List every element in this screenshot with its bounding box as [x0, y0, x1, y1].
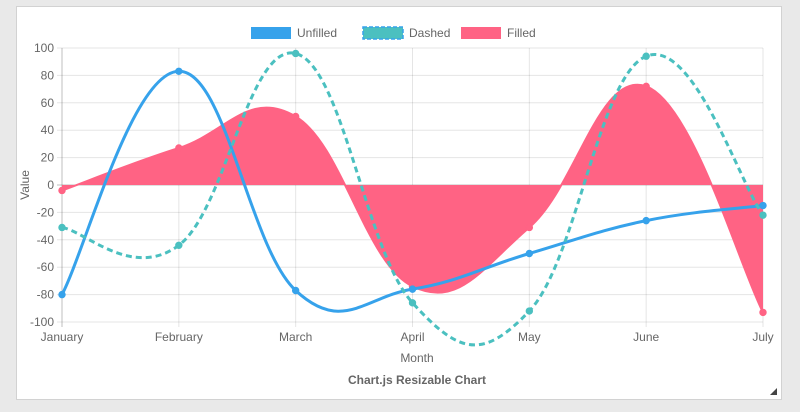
resize-handle[interactable] [770, 388, 777, 395]
series-area-filled [62, 84, 763, 313]
y-tick-label: 20 [41, 151, 55, 165]
legend-swatch [251, 27, 291, 39]
y-tick-label: -80 [37, 288, 55, 302]
data-point-filled[interactable] [642, 82, 650, 91]
legend-item-unfilled[interactable]: Unfilled [251, 26, 337, 40]
data-point-unfilled[interactable] [408, 285, 417, 293]
data-point-filled[interactable] [58, 186, 66, 195]
series-filled [58, 82, 767, 317]
y-tick-label: 100 [34, 41, 54, 55]
legend-item-filled[interactable]: Filled [461, 26, 536, 40]
data-point-filled[interactable] [291, 112, 300, 121]
y-tick-label: -40 [37, 233, 55, 247]
x-tick-label: April [400, 330, 424, 344]
legend-label: Unfilled [297, 26, 337, 40]
x-tick-label: July [752, 330, 773, 344]
x-axis-title: Month [400, 351, 433, 365]
series-layer [58, 49, 767, 347]
legend-swatch [362, 26, 404, 40]
data-point-unfilled[interactable] [759, 201, 767, 210]
series-unfilled [58, 67, 767, 313]
y-tick-label: -100 [30, 315, 54, 329]
x-tick-label: March [279, 330, 312, 344]
data-point-filled[interactable] [525, 223, 534, 232]
data-point-dashed[interactable] [175, 241, 183, 249]
series-line-unfilled [60, 69, 764, 313]
data-point-dashed[interactable] [408, 299, 417, 307]
x-tick-label: May [518, 330, 541, 344]
data-point-unfilled[interactable] [642, 216, 650, 225]
y-tick-label: -60 [37, 260, 55, 274]
data-point-unfilled[interactable] [58, 290, 66, 299]
data-point-dashed[interactable] [642, 52, 650, 60]
y-tick-label: -20 [37, 205, 55, 219]
legend-label: Dashed [409, 26, 450, 40]
data-point-dashed[interactable] [291, 49, 300, 58]
series-line-filled [61, 83, 764, 313]
data-point-unfilled[interactable] [525, 249, 534, 258]
data-point-unfilled[interactable] [175, 67, 183, 75]
legend-label: Filled [507, 26, 536, 40]
chart-title: Chart.js Resizable Chart [348, 373, 486, 387]
axes: -100 -80 -60 -40 -20 0 20 40 60 80 100 January Febru… [30, 41, 774, 344]
data-point-filled[interactable] [759, 308, 767, 317]
x-tick-label: February [155, 330, 203, 344]
y-tick-label: 60 [41, 96, 55, 110]
chart-canvas: -100 -80 -60 -40 -20 0 20 40 60 80 100 January Febru… [18, 26, 774, 387]
legend-item-dashed[interactable]: Dashed [362, 26, 450, 40]
data-point-filled[interactable] [175, 144, 183, 152]
chart-container: -100 -80 -60 -40 -20 0 20 40 60 80 100 January Febru… [16, 6, 782, 400]
y-tick-label: 40 [41, 123, 55, 137]
legend[interactable]: Unfilled Dashed Filled [251, 26, 536, 40]
x-tick-label: June [633, 330, 659, 344]
x-tick-label: January [41, 330, 84, 344]
data-point-dashed[interactable] [58, 223, 66, 232]
data-point-dashed[interactable] [759, 211, 767, 219]
y-axis-title: Value [18, 170, 32, 200]
y-tick-label: 80 [41, 68, 55, 82]
series-dashed [58, 49, 767, 347]
data-point-unfilled[interactable] [291, 286, 300, 295]
legend-swatch [461, 27, 501, 39]
data-point-dashed[interactable] [525, 307, 534, 315]
y-tick-label: 0 [47, 178, 54, 192]
